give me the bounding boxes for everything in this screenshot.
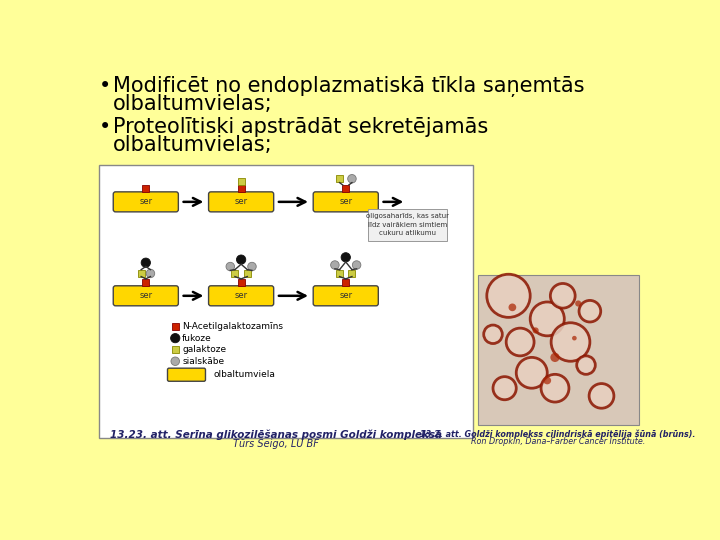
Circle shape	[487, 274, 530, 318]
Circle shape	[572, 336, 577, 340]
FancyBboxPatch shape	[168, 368, 205, 381]
Circle shape	[530, 302, 564, 336]
FancyBboxPatch shape	[209, 192, 274, 212]
FancyBboxPatch shape	[99, 165, 473, 438]
Bar	[336, 176, 343, 182]
Circle shape	[493, 377, 516, 400]
Text: līdz vairākiem simtiem: līdz vairākiem simtiem	[368, 222, 447, 228]
Circle shape	[533, 327, 539, 334]
Circle shape	[352, 261, 361, 269]
Text: Proteolītiski apstrādāt sekretējamās: Proteolītiski apstrādāt sekretējamās	[113, 117, 488, 137]
Circle shape	[541, 374, 569, 402]
Bar	[244, 270, 251, 277]
Circle shape	[589, 383, 614, 408]
Circle shape	[508, 303, 516, 311]
Text: Modificēt no endoplazmatiskā tīkla saņemtās: Modificēt no endoplazmatiskā tīkla saņem…	[113, 76, 585, 97]
FancyBboxPatch shape	[113, 286, 179, 306]
Text: ser: ser	[139, 197, 153, 206]
Circle shape	[171, 334, 180, 343]
FancyBboxPatch shape	[368, 209, 447, 241]
Text: •: •	[99, 76, 112, 96]
Circle shape	[484, 325, 503, 343]
Text: olbaltumviela: olbaltumviela	[214, 370, 276, 379]
Text: ser: ser	[235, 291, 248, 300]
Text: sialskābe: sialskābe	[182, 357, 225, 366]
Bar	[238, 279, 245, 286]
Circle shape	[550, 284, 575, 308]
FancyBboxPatch shape	[477, 275, 639, 425]
Text: ser: ser	[339, 197, 352, 206]
Text: Tūrs Seigo, LU BF: Tūrs Seigo, LU BF	[233, 439, 319, 449]
Text: oligosaharīds, kas satur: oligosaharīds, kas satur	[366, 213, 449, 219]
Text: ser: ser	[339, 291, 352, 300]
Circle shape	[226, 262, 235, 271]
Bar	[348, 270, 356, 277]
Circle shape	[141, 258, 150, 267]
Text: olbaltumvielas;: olbaltumvielas;	[113, 135, 273, 155]
Text: olbaltumvielas;: olbaltumvielas;	[113, 94, 273, 114]
FancyBboxPatch shape	[113, 192, 179, 212]
FancyBboxPatch shape	[313, 192, 378, 212]
Circle shape	[577, 356, 595, 374]
Bar	[138, 270, 145, 277]
Text: ser: ser	[235, 197, 248, 206]
Bar	[238, 178, 245, 185]
Bar	[342, 185, 349, 192]
Circle shape	[506, 328, 534, 356]
Circle shape	[171, 357, 179, 366]
Circle shape	[516, 357, 547, 388]
FancyBboxPatch shape	[209, 286, 274, 306]
Circle shape	[544, 377, 551, 384]
Circle shape	[146, 269, 155, 278]
Circle shape	[348, 174, 356, 183]
Text: fukoze: fukoze	[182, 334, 212, 343]
Circle shape	[575, 300, 581, 307]
Text: cukuru atlikumu: cukuru atlikumu	[379, 231, 436, 237]
Circle shape	[551, 323, 590, 361]
Circle shape	[579, 300, 600, 322]
Bar	[143, 279, 149, 286]
Bar	[143, 185, 149, 192]
FancyBboxPatch shape	[313, 286, 378, 306]
Text: 13.2. att. Goldži komplekss cilindriskā epitēlija šūnā (brūns).: 13.2. att. Goldži komplekss cilindriskā …	[420, 429, 696, 438]
Bar	[231, 270, 238, 277]
Bar	[336, 270, 343, 277]
Circle shape	[236, 255, 246, 264]
Bar	[238, 185, 245, 192]
Circle shape	[330, 261, 339, 269]
Text: •: •	[99, 117, 112, 137]
Text: ser: ser	[139, 291, 153, 300]
Text: Ron Dropkin, Dana–Farber Cancer Institute.: Ron Dropkin, Dana–Farber Cancer Institut…	[471, 437, 645, 447]
Bar	[172, 323, 179, 330]
Text: N-Acetilgalaktozamīns: N-Acetilgalaktozamīns	[182, 322, 283, 331]
Text: 13.23. att. Serīna glikozilēšanas posmi Goldži kompleksā: 13.23. att. Serīna glikozilēšanas posmi …	[110, 429, 442, 440]
Circle shape	[550, 353, 559, 362]
Circle shape	[248, 262, 256, 271]
Bar	[172, 346, 179, 353]
Text: galaktoze: galaktoze	[182, 345, 226, 354]
Bar	[342, 279, 349, 286]
Circle shape	[341, 253, 351, 262]
